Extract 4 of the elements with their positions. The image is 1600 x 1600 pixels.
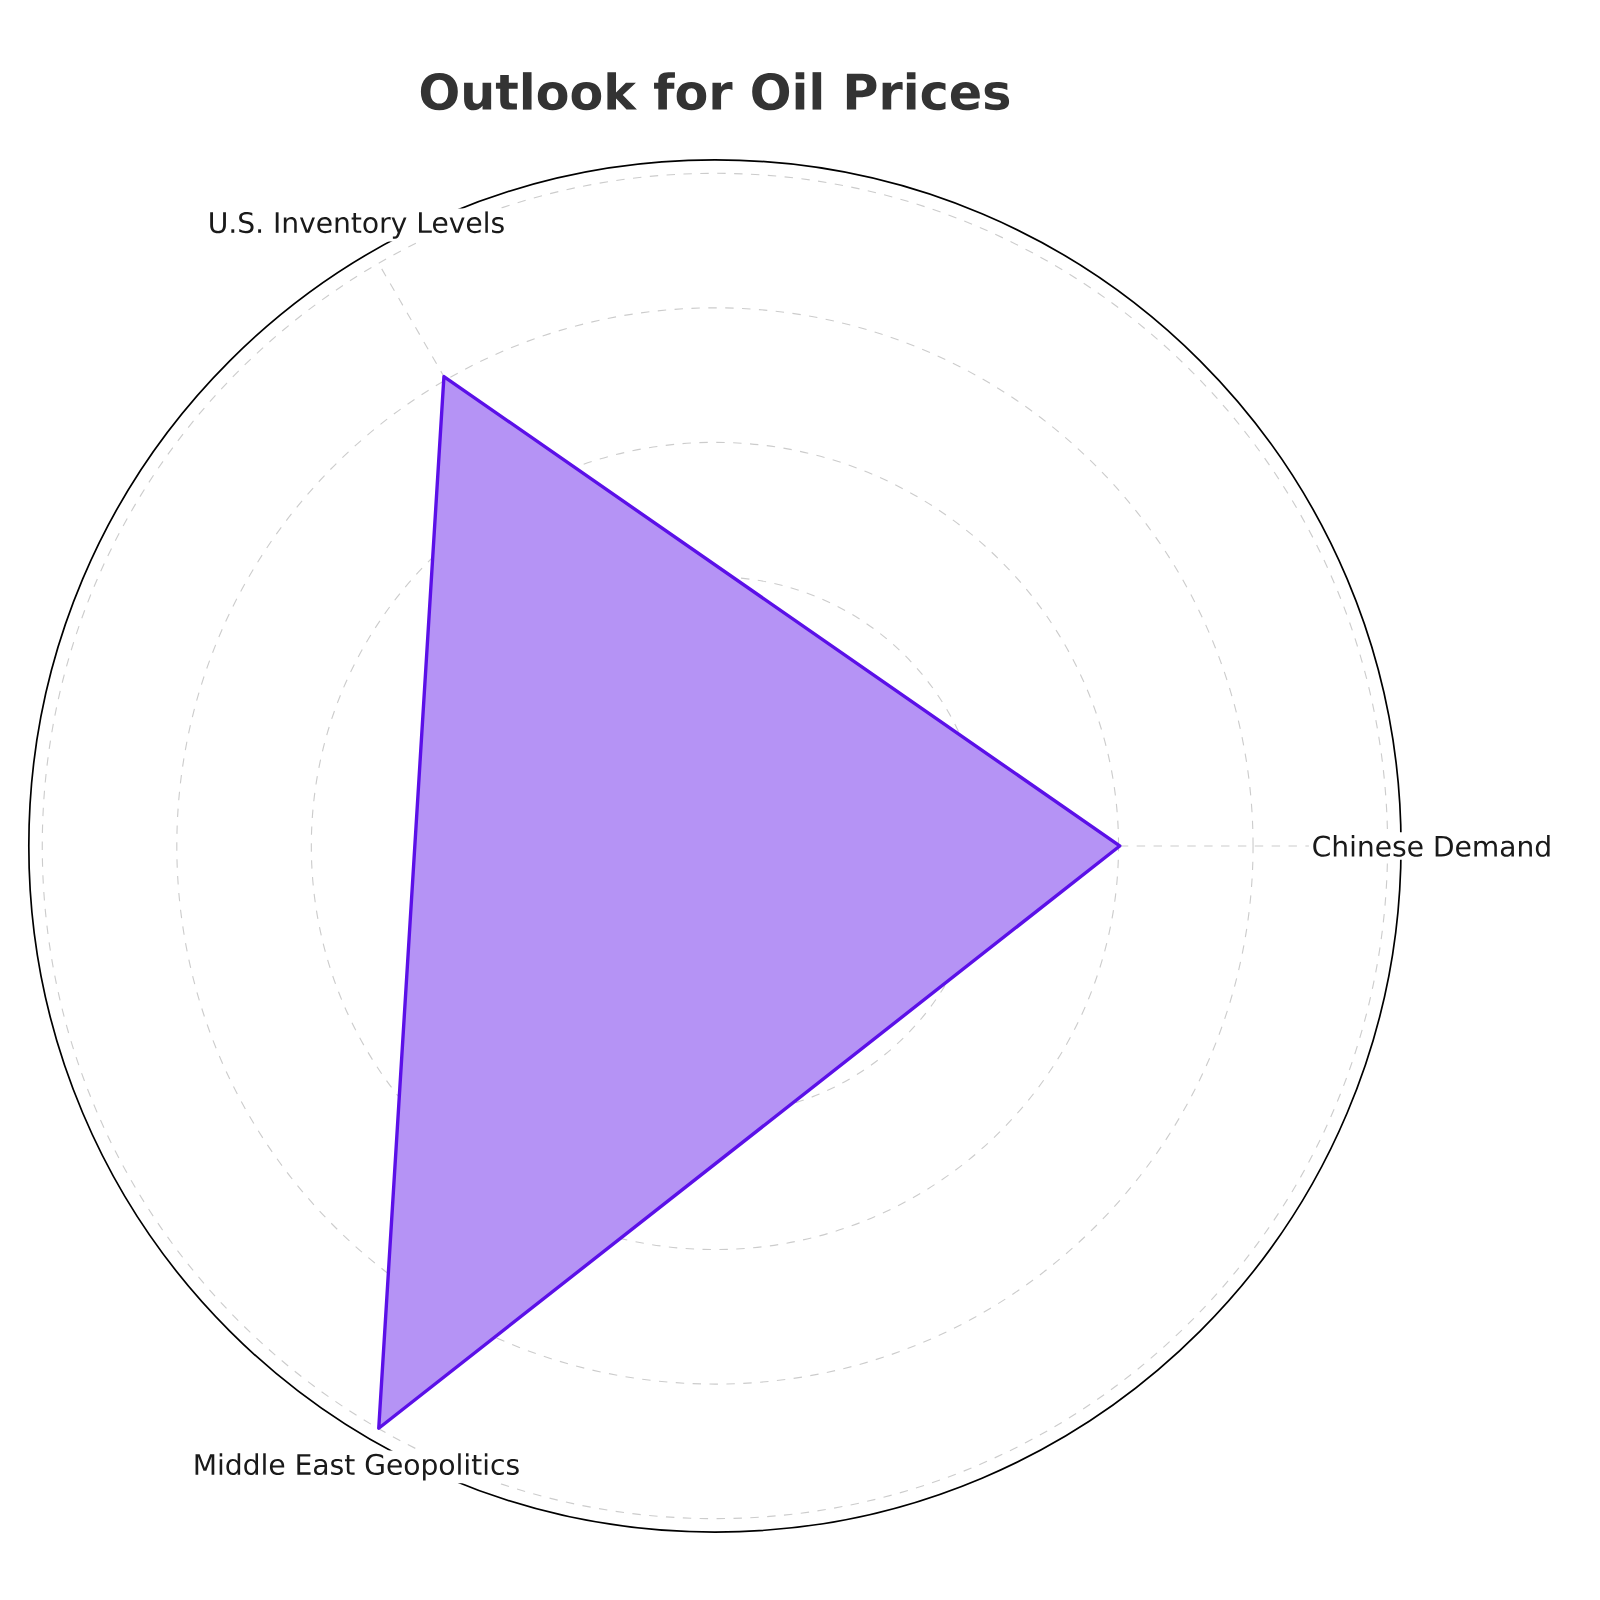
chart-title: Outlook for Oil Prices bbox=[420, 72, 1010, 111]
spoke-label: U.S. Inventory Levels bbox=[210, 211, 504, 239]
spoke-label: Middle East Geopolitics bbox=[195, 1453, 519, 1481]
spoke-label: Chinese Demand bbox=[1313, 835, 1550, 857]
